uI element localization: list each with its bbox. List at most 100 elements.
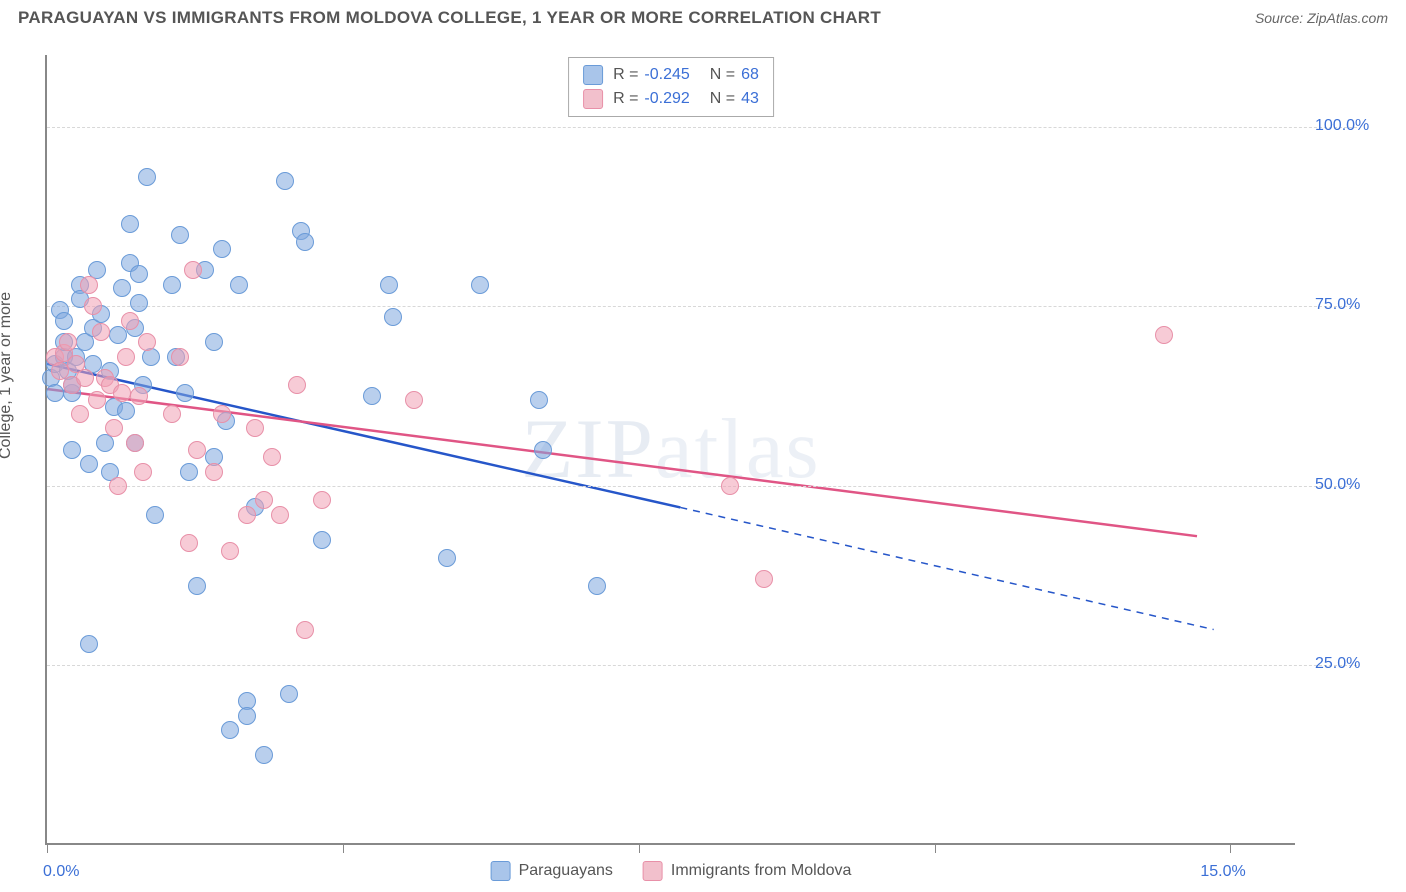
data-point-moldova [59,333,77,351]
series-legend: Paraguayans Immigrants from Moldova [491,861,852,881]
data-point-paraguayans [176,384,194,402]
source-attribution: Source: ZipAtlas.com [1255,10,1388,26]
data-point-moldova [246,419,264,437]
data-point-moldova [205,463,223,481]
data-point-moldova [313,491,331,509]
data-point-paraguayans [276,172,294,190]
data-point-moldova [84,297,102,315]
data-point-moldova [263,448,281,466]
data-point-paraguayans [121,215,139,233]
r-label: R = [613,66,638,84]
data-point-paraguayans [109,326,127,344]
data-point-moldova [76,369,94,387]
data-point-paraguayans [588,577,606,595]
data-point-paraguayans [63,441,81,459]
x-tick [639,843,640,853]
data-point-moldova [180,534,198,552]
data-point-moldova [126,434,144,452]
data-point-paraguayans [117,402,135,420]
n-label: N = [710,90,735,108]
data-point-moldova [184,261,202,279]
r-value-paraguayans: -0.245 [644,66,689,84]
chart-container: College, 1 year or more ZIPatlas R = -0.… [45,55,1385,865]
data-point-moldova [213,405,231,423]
data-point-paraguayans [113,279,131,297]
data-point-moldova [721,477,739,495]
r-label: R = [613,90,638,108]
swatch-paraguayans [491,861,511,881]
data-point-paraguayans [213,240,231,258]
legend-label: Paraguayans [519,862,613,880]
trend-line-extension-paraguayans [680,507,1213,629]
n-value-moldova: 43 [741,90,759,108]
data-point-moldova [171,348,189,366]
data-point-paraguayans [163,276,181,294]
data-point-paraguayans [80,455,98,473]
data-point-paraguayans [384,308,402,326]
y-tick-label: 75.0% [1315,296,1360,314]
data-point-moldova [121,312,139,330]
data-point-moldova [117,348,135,366]
x-tick [1230,843,1231,853]
data-point-moldova [134,463,152,481]
legend-row-paraguayans: R = -0.245 N = 68 [583,63,759,87]
data-point-paraguayans [138,168,156,186]
y-tick-label: 50.0% [1315,476,1360,494]
x-tick [935,843,936,853]
y-tick-label: 25.0% [1315,655,1360,673]
data-point-paraguayans [171,226,189,244]
data-point-moldova [130,387,148,405]
n-value-paraguayans: 68 [741,66,759,84]
gridline [47,486,1357,487]
data-point-paraguayans [363,387,381,405]
n-label: N = [710,66,735,84]
legend-row-moldova: R = -0.292 N = 43 [583,87,759,111]
data-point-paraguayans [530,391,548,409]
data-point-moldova [288,376,306,394]
data-point-paraguayans [55,312,73,330]
data-point-paraguayans [296,233,314,251]
data-point-paraguayans [313,531,331,549]
plot-area: ZIPatlas R = -0.245 N = 68 R = -0.292 N … [45,55,1295,845]
data-point-moldova [1155,326,1173,344]
swatch-moldova [583,89,603,109]
data-point-paraguayans [46,384,64,402]
data-point-paraguayans [471,276,489,294]
correlation-legend: R = -0.245 N = 68 R = -0.292 N = 43 [568,57,774,117]
swatch-paraguayans [583,65,603,85]
legend-item-paraguayans: Paraguayans [491,861,613,881]
data-point-moldova [188,441,206,459]
data-point-moldova [296,621,314,639]
chart-title: PARAGUAYAN VS IMMIGRANTS FROM MOLDOVA CO… [18,8,881,28]
data-point-paraguayans [438,549,456,567]
gridline [47,665,1357,666]
data-point-moldova [80,276,98,294]
data-point-paraguayans [188,577,206,595]
data-point-moldova [113,384,131,402]
swatch-moldova [643,861,663,881]
x-tick [343,843,344,853]
data-point-paraguayans [230,276,248,294]
y-axis-label: College, 1 year or more [0,292,15,459]
data-point-paraguayans [205,333,223,351]
x-tick-label: 15.0% [1200,863,1245,881]
data-point-moldova [88,391,106,409]
x-tick-label: 0.0% [43,863,79,881]
data-point-moldova [109,477,127,495]
r-value-moldova: -0.292 [644,90,689,108]
data-point-moldova [221,542,239,560]
data-point-moldova [755,570,773,588]
data-point-paraguayans [534,441,552,459]
y-tick-label: 100.0% [1315,117,1369,135]
data-point-moldova [138,333,156,351]
data-point-moldova [405,391,423,409]
legend-item-moldova: Immigrants from Moldova [643,861,852,881]
data-point-paraguayans [180,463,198,481]
data-point-paraguayans [255,746,273,764]
data-point-moldova [163,405,181,423]
data-point-moldova [105,419,123,437]
data-point-moldova [238,506,256,524]
gridline [47,127,1357,128]
data-point-moldova [271,506,289,524]
data-point-paraguayans [146,506,164,524]
